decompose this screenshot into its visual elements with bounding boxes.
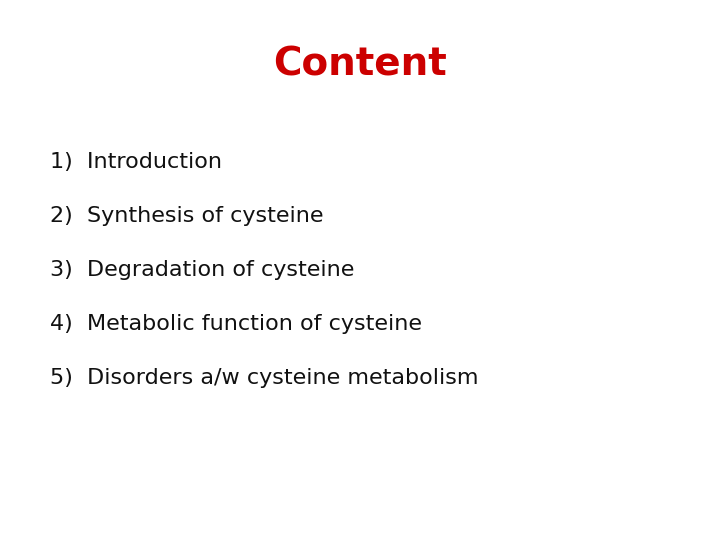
Text: Content: Content [273,46,447,84]
Text: 4)  Metabolic function of cysteine: 4) Metabolic function of cysteine [50,314,423,334]
Text: 2)  Synthesis of cysteine: 2) Synthesis of cysteine [50,206,324,226]
Text: 5)  Disorders a/w cysteine metabolism: 5) Disorders a/w cysteine metabolism [50,368,479,388]
Text: 1)  Introduction: 1) Introduction [50,152,222,172]
Text: 3)  Degradation of cysteine: 3) Degradation of cysteine [50,260,355,280]
